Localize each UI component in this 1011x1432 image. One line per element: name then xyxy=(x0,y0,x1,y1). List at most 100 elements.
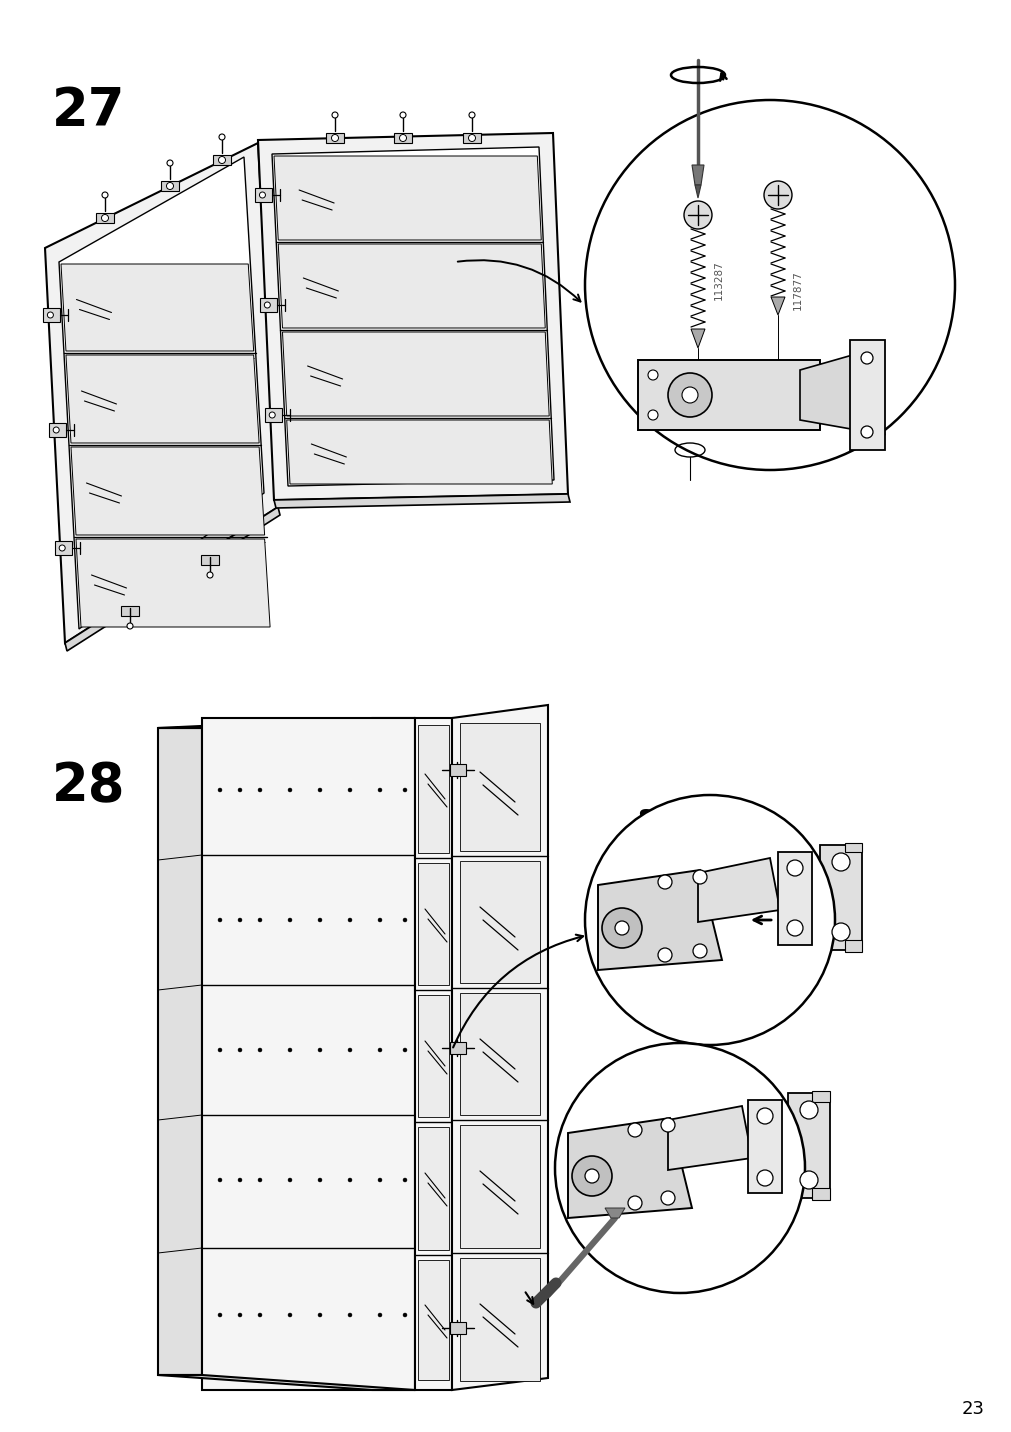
Circle shape xyxy=(48,312,54,318)
Polygon shape xyxy=(158,717,415,727)
Circle shape xyxy=(681,387,698,402)
Polygon shape xyxy=(460,723,540,851)
Circle shape xyxy=(402,788,406,792)
Circle shape xyxy=(763,180,792,209)
Circle shape xyxy=(332,135,338,142)
Circle shape xyxy=(667,372,712,417)
Polygon shape xyxy=(598,871,721,969)
Polygon shape xyxy=(770,296,785,315)
Polygon shape xyxy=(260,298,277,312)
Text: 117877: 117877 xyxy=(793,271,802,309)
Polygon shape xyxy=(286,420,552,484)
Polygon shape xyxy=(158,727,202,1375)
Polygon shape xyxy=(66,355,259,442)
Circle shape xyxy=(317,1179,321,1181)
Circle shape xyxy=(317,1313,321,1317)
Circle shape xyxy=(238,1048,242,1053)
Circle shape xyxy=(554,1042,804,1293)
Circle shape xyxy=(402,1048,406,1053)
Circle shape xyxy=(800,1101,817,1118)
Polygon shape xyxy=(161,180,179,190)
Circle shape xyxy=(693,944,707,958)
Circle shape xyxy=(259,192,265,198)
Circle shape xyxy=(602,908,641,948)
Polygon shape xyxy=(44,143,278,643)
Polygon shape xyxy=(56,541,72,556)
Circle shape xyxy=(258,1179,262,1181)
Polygon shape xyxy=(695,185,701,198)
Circle shape xyxy=(288,1313,292,1317)
Circle shape xyxy=(101,215,108,222)
Circle shape xyxy=(660,1191,674,1204)
Circle shape xyxy=(615,921,629,935)
Polygon shape xyxy=(692,165,704,185)
FancyArrowPatch shape xyxy=(457,261,580,302)
Polygon shape xyxy=(463,133,480,143)
Polygon shape xyxy=(637,359,819,430)
Polygon shape xyxy=(121,606,139,616)
Circle shape xyxy=(657,875,671,889)
Circle shape xyxy=(378,1313,381,1317)
Circle shape xyxy=(348,918,352,922)
Circle shape xyxy=(332,112,338,117)
Polygon shape xyxy=(59,158,264,629)
Polygon shape xyxy=(282,332,549,417)
Polygon shape xyxy=(698,858,779,922)
Circle shape xyxy=(402,1179,406,1181)
Circle shape xyxy=(59,546,65,551)
Circle shape xyxy=(468,135,475,142)
Circle shape xyxy=(258,918,262,922)
Circle shape xyxy=(693,871,707,884)
Circle shape xyxy=(269,412,275,418)
Polygon shape xyxy=(819,845,861,949)
Polygon shape xyxy=(788,1093,829,1199)
Text: 8x: 8x xyxy=(617,228,648,252)
Polygon shape xyxy=(418,1127,449,1250)
Polygon shape xyxy=(265,408,282,422)
Circle shape xyxy=(288,788,292,792)
Circle shape xyxy=(217,918,221,922)
Circle shape xyxy=(217,1313,221,1317)
Polygon shape xyxy=(50,422,66,437)
Polygon shape xyxy=(800,349,885,435)
Circle shape xyxy=(348,1048,352,1053)
Polygon shape xyxy=(777,852,811,945)
Polygon shape xyxy=(811,1189,829,1200)
Polygon shape xyxy=(202,717,415,1390)
Circle shape xyxy=(468,112,474,117)
Text: 113287: 113287 xyxy=(714,261,723,299)
Polygon shape xyxy=(460,1126,540,1249)
Circle shape xyxy=(399,112,405,117)
Circle shape xyxy=(218,156,225,163)
Circle shape xyxy=(258,788,262,792)
Circle shape xyxy=(126,623,132,629)
Polygon shape xyxy=(326,133,344,143)
Polygon shape xyxy=(418,995,449,1117)
Circle shape xyxy=(584,100,954,470)
Polygon shape xyxy=(849,339,885,450)
Polygon shape xyxy=(43,308,61,322)
Polygon shape xyxy=(460,861,540,982)
Circle shape xyxy=(657,948,671,962)
Circle shape xyxy=(584,1169,599,1183)
Circle shape xyxy=(54,427,60,432)
Circle shape xyxy=(238,918,242,922)
Circle shape xyxy=(402,918,406,922)
Polygon shape xyxy=(418,725,449,853)
Polygon shape xyxy=(811,1091,829,1103)
Polygon shape xyxy=(415,717,452,1390)
Circle shape xyxy=(831,853,849,871)
Circle shape xyxy=(787,919,802,937)
Circle shape xyxy=(378,1179,381,1181)
Circle shape xyxy=(378,1048,381,1053)
Polygon shape xyxy=(460,992,540,1116)
Circle shape xyxy=(238,1313,242,1317)
Circle shape xyxy=(348,788,352,792)
Circle shape xyxy=(238,1179,242,1181)
Circle shape xyxy=(317,1048,321,1053)
Polygon shape xyxy=(667,1106,751,1170)
Circle shape xyxy=(683,200,712,229)
Polygon shape xyxy=(452,705,548,1390)
Circle shape xyxy=(288,918,292,922)
Polygon shape xyxy=(274,156,541,241)
